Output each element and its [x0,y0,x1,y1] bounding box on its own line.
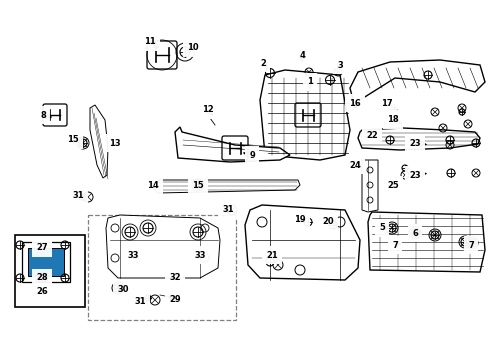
Text: 4: 4 [299,50,305,59]
Text: 14: 14 [147,180,159,189]
Text: 10: 10 [187,44,199,53]
Text: 11: 11 [144,37,156,46]
Text: 22: 22 [366,130,377,139]
Text: 17: 17 [381,99,392,108]
Polygon shape [106,215,220,278]
Text: 27: 27 [36,243,48,252]
Bar [22,242,70,282]
Text: 8: 8 [40,111,46,120]
Text: 21: 21 [265,251,277,260]
Polygon shape [357,128,479,150]
Text: 2: 2 [260,58,265,68]
Polygon shape [90,105,108,178]
Polygon shape [367,212,484,272]
Bar [28,248,64,276]
Text: 28: 28 [36,274,48,283]
Text: 29: 29 [169,296,181,305]
Text: 26: 26 [36,288,48,297]
Polygon shape [361,160,377,212]
Text: 16: 16 [348,99,360,108]
Text: 7: 7 [467,240,473,249]
Text: 15: 15 [67,135,79,144]
Text: 33: 33 [127,251,139,260]
Text: 6: 6 [411,229,417,238]
Bar [88,215,236,320]
Text: 31: 31 [222,206,233,215]
Polygon shape [349,60,484,108]
Text: 18: 18 [386,116,398,125]
Text: 30: 30 [117,285,128,294]
Text: 32: 32 [169,274,181,283]
Text: 20: 20 [322,217,333,226]
Text: 3: 3 [336,60,342,69]
Text: 9: 9 [248,150,254,159]
Bar [15,235,85,307]
Text: 25: 25 [386,180,398,189]
Text: 1: 1 [306,77,312,86]
Text: 13: 13 [109,139,121,148]
Text: 15: 15 [192,180,203,189]
Polygon shape [153,180,299,193]
Text: 24: 24 [348,161,360,170]
Text: 23: 23 [408,139,420,148]
Text: 5: 5 [378,224,384,233]
Polygon shape [175,127,289,162]
Text: 12: 12 [202,105,213,114]
Text: 33: 33 [194,251,205,260]
Text: 19: 19 [294,216,305,225]
Text: 31: 31 [72,190,83,199]
Text: 31: 31 [134,297,145,306]
Polygon shape [260,70,349,160]
Text: 7: 7 [391,240,397,249]
Polygon shape [244,205,359,280]
Text: 23: 23 [408,171,420,180]
